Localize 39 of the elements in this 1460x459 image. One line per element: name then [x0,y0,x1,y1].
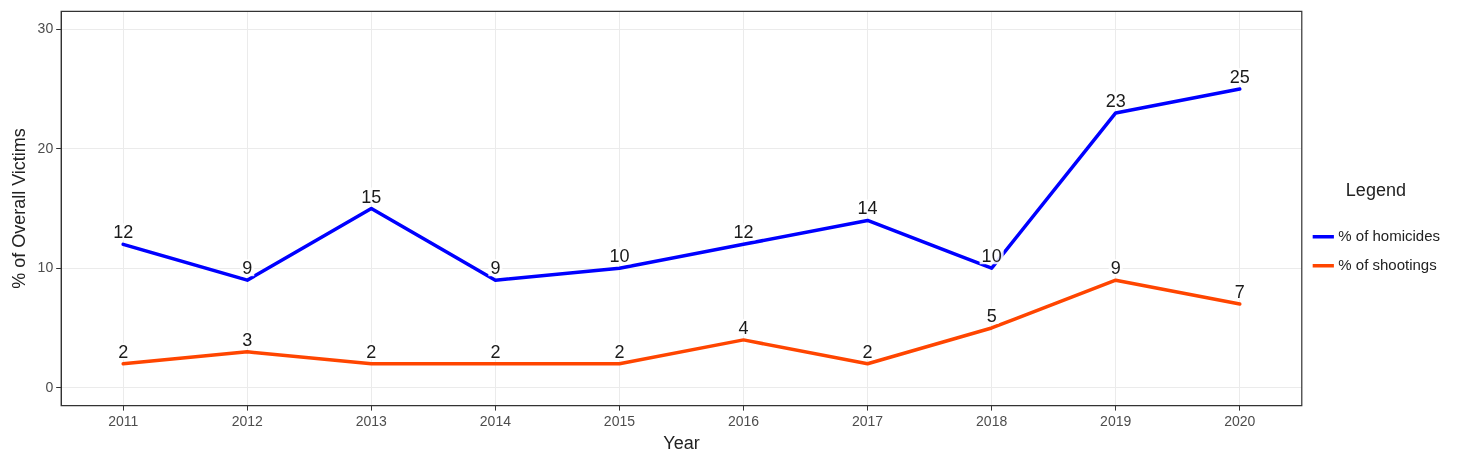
y-tick-label: 20 [37,139,54,156]
data-label: 5 [986,305,997,326]
data-label: 12 [113,222,134,243]
x-tick-label: 2018 [976,412,1008,429]
x-tick-label: 2012 [231,412,264,429]
x-tick-label: 2013 [355,412,388,429]
data-label: 4 [738,317,749,338]
data-label: 14 [857,198,878,219]
y-tick-label: 30 [37,20,54,37]
x-tick-label: 2017 [851,412,884,429]
data-label: 9 [490,258,501,279]
data-label: 2 [490,341,501,362]
data-label: 2 [614,341,625,362]
x-tick-label: 2020 [1224,412,1256,429]
data-label: 3 [242,329,253,350]
legend-label: % of homicides [1338,226,1441,244]
legend-label: % of shootings [1338,255,1437,273]
data-label: 7 [1234,282,1245,303]
x-tick-label: 2015 [603,412,636,429]
data-label: 2 [118,341,129,362]
y-axis-title: % of Overall Victims [8,128,29,289]
y-tick-label: 10 [37,259,54,276]
data-label: 10 [609,246,630,267]
data-label: 2 [366,341,377,362]
data-label: 23 [1105,90,1126,111]
y-tick-label: 0 [45,378,54,395]
x-tick-label: 2019 [1100,412,1132,429]
x-tick-label: 2016 [727,412,760,429]
legend-title: Legend [1345,179,1406,200]
data-label: 2 [862,341,873,362]
data-label: 15 [361,186,382,207]
data-label: 25 [1229,67,1250,88]
x-tick-label: 2014 [479,412,512,429]
x-axis-title: Year [663,433,700,454]
data-label: 10 [981,246,1002,267]
data-label: 12 [733,222,754,243]
data-label: 9 [1110,258,1121,279]
data-label: 9 [242,258,253,279]
x-tick-label: 2011 [108,412,139,429]
